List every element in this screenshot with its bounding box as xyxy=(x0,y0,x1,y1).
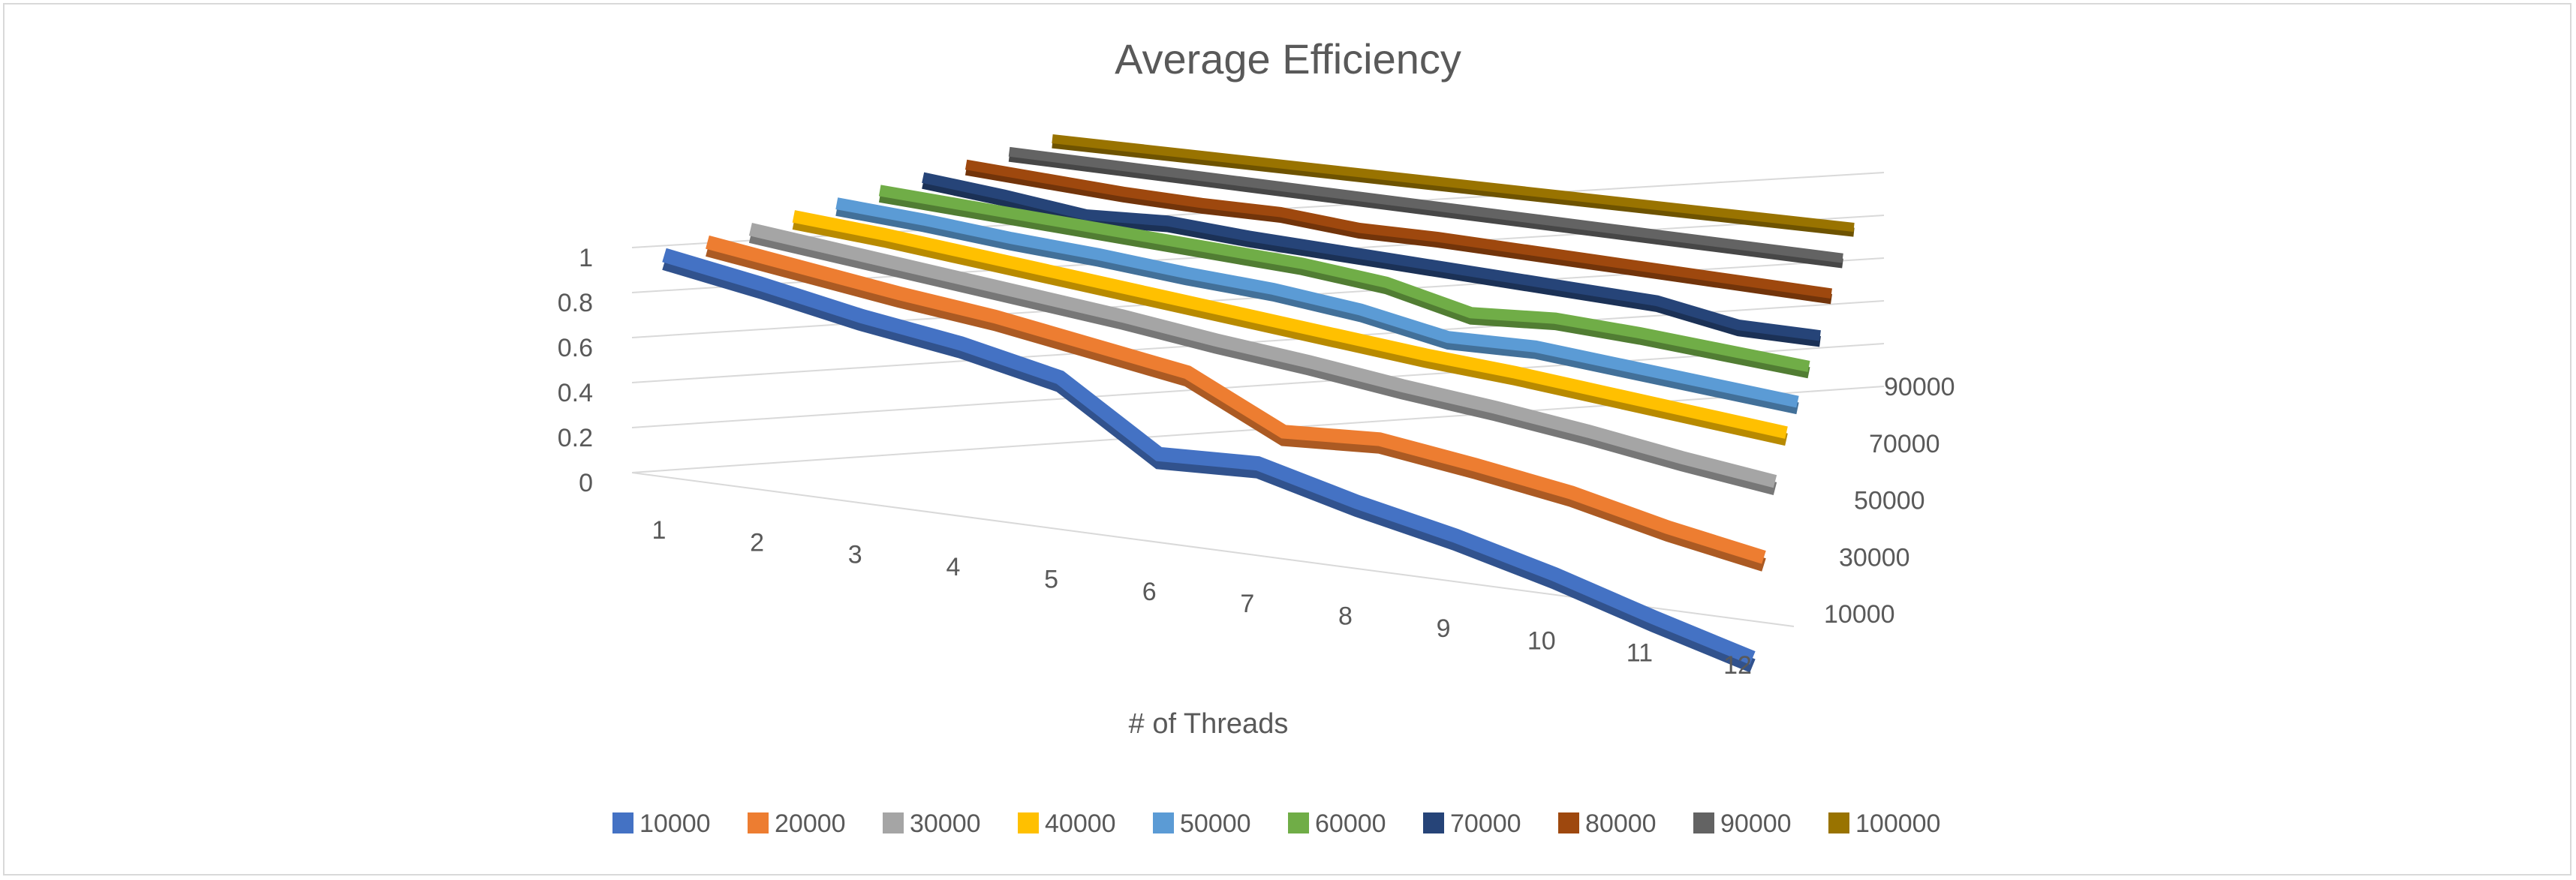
legend-item-90000: 90000 xyxy=(1693,809,1792,838)
series-ribbon-top xyxy=(878,185,1810,372)
y-tick-label: 0.4 xyxy=(558,379,593,407)
x-axis-title: # of Threads xyxy=(1129,708,1289,740)
series-ribbon-top xyxy=(1008,146,1843,263)
x-tick-label: 6 xyxy=(1142,578,1157,606)
depth-tick-labels: 10000 30000 50000 70000 90000 xyxy=(1824,373,1955,629)
series-ribbon-side xyxy=(748,230,1777,495)
series-ribbon-side xyxy=(662,256,1756,673)
legend-item-100000: 100000 xyxy=(1828,809,1940,838)
y-tick-label: 1 xyxy=(579,244,593,272)
series-ribbon-100000 xyxy=(1052,134,1855,237)
legend-item-80000: 80000 xyxy=(1558,809,1657,838)
series-ribbon-40000 xyxy=(792,210,1788,446)
series-ribbon-top xyxy=(706,235,1766,564)
legend-swatch xyxy=(883,812,904,833)
depth-tick-label: 30000 xyxy=(1839,543,1910,572)
legend-label: 30000 xyxy=(910,809,981,838)
legend-swatch xyxy=(748,812,769,833)
legend-swatch xyxy=(1828,812,1849,833)
series-ribbon-side xyxy=(1052,139,1855,237)
legend-item-40000: 40000 xyxy=(1018,809,1116,838)
legend-label: 70000 xyxy=(1450,809,1521,838)
legend: 10000 20000 30000 40000 50000 60000 70000 80000… xyxy=(612,809,1940,838)
x-tick-label: 9 xyxy=(1437,614,1451,643)
legend-label: 10000 xyxy=(639,809,711,838)
series-ribbon-10000 xyxy=(662,248,1756,673)
legend-swatch xyxy=(612,812,633,833)
gridline xyxy=(631,343,1885,428)
series-ribbon-side xyxy=(1008,152,1843,269)
legend-swatch xyxy=(1018,812,1039,833)
legend-item-30000: 30000 xyxy=(883,809,981,838)
legend-label: 100000 xyxy=(1855,809,1940,838)
y-tick-label: 0.6 xyxy=(558,334,593,362)
legend-swatch xyxy=(1288,812,1309,833)
x-tick-label: 7 xyxy=(1240,590,1254,618)
legend-item-50000: 50000 xyxy=(1153,809,1251,838)
legend-item-20000: 20000 xyxy=(748,809,846,838)
x-tick-label: 2 xyxy=(750,528,764,557)
y-tick-label: 0.8 xyxy=(558,289,593,317)
series-ribbon-80000 xyxy=(964,159,1832,305)
x-tick-label: 10 xyxy=(1527,626,1556,655)
series-ribbon-50000 xyxy=(835,197,1799,415)
legend-label: 80000 xyxy=(1585,809,1657,838)
series-ribbon-side xyxy=(964,165,1832,305)
x-tick-label: 8 xyxy=(1338,602,1353,631)
series-ribbon-70000 xyxy=(922,172,1821,347)
series-ribbon-top xyxy=(922,172,1821,341)
legend-label: 90000 xyxy=(1720,809,1792,838)
x-tick-label: 11 xyxy=(1627,639,1653,668)
series-ribbon-30000 xyxy=(748,222,1777,495)
series-layer xyxy=(662,134,1855,673)
legend-item-60000: 60000 xyxy=(1288,809,1386,838)
y-tick-label: 0 xyxy=(579,469,593,497)
legend-item-10000: 10000 xyxy=(612,809,711,838)
x-tick-label: 3 xyxy=(848,541,862,569)
legend-swatch xyxy=(1693,812,1714,833)
legend-item-70000: 70000 xyxy=(1423,809,1521,838)
depth-tick-label: 70000 xyxy=(1869,430,1940,458)
series-ribbon-top xyxy=(792,210,1788,439)
series-ribbon-top xyxy=(835,197,1799,408)
x-tick-label: 1 xyxy=(652,516,667,545)
series-ribbon-top xyxy=(964,159,1832,299)
series-ribbon-side xyxy=(922,178,1821,347)
y-tick-label: 0.2 xyxy=(558,424,593,452)
series-ribbon-side xyxy=(792,217,1788,446)
series-ribbon-top xyxy=(1052,134,1855,232)
x-tick-label: 12 xyxy=(1723,651,1752,680)
legend-label: 50000 xyxy=(1180,809,1251,838)
legend-label: 60000 xyxy=(1315,809,1386,838)
y-tick-labels: 0 0.2 0.4 0.6 0.8 1 xyxy=(558,244,593,497)
legend-swatch xyxy=(1153,812,1174,833)
legend-swatch xyxy=(1558,812,1579,833)
chart-title: Average Efficiency xyxy=(1115,35,1461,83)
depth-tick-label: 10000 xyxy=(1824,600,1895,629)
series-ribbon-side xyxy=(878,191,1810,379)
depth-tick-label: 90000 xyxy=(1884,373,1955,401)
x-tick-labels: 1 2 3 4 5 6 7 8 9 10 11 12 xyxy=(652,516,1752,680)
legend-label: 20000 xyxy=(775,809,846,838)
series-ribbon-top xyxy=(662,248,1756,665)
x-tick-label: 5 xyxy=(1044,565,1058,593)
legend-swatch xyxy=(1423,812,1444,833)
series-ribbon-20000 xyxy=(706,235,1766,572)
series-ribbon-90000 xyxy=(1008,146,1843,269)
legend-label: 40000 xyxy=(1045,809,1116,838)
series-ribbon-top xyxy=(748,222,1777,488)
series-ribbon-60000 xyxy=(878,185,1810,379)
depth-tick-label: 50000 xyxy=(1854,487,1925,515)
series-ribbon-side xyxy=(835,204,1799,415)
x-tick-label: 4 xyxy=(946,553,960,581)
